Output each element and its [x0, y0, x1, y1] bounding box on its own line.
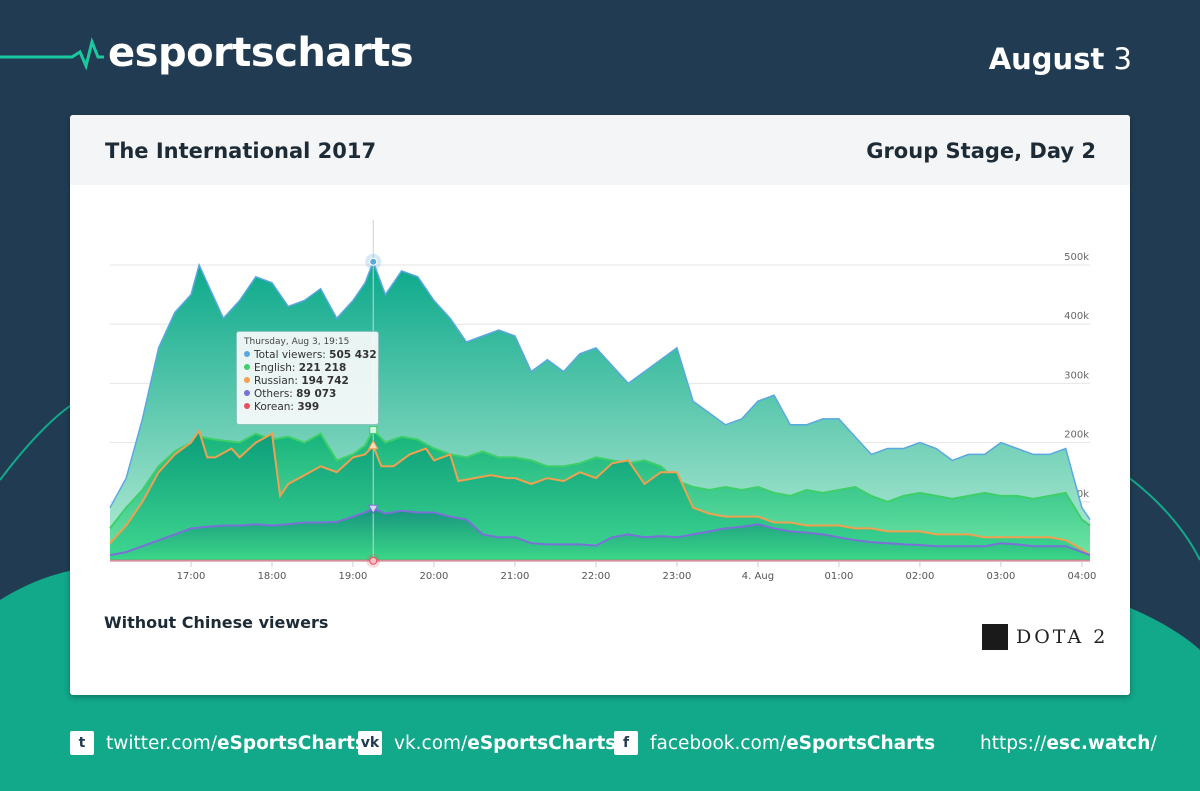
series-line-english	[109, 428, 1091, 530]
x-tick-label: 18:00	[258, 571, 287, 582]
x-tick-label: 20:00	[420, 571, 449, 582]
series-line-others	[109, 507, 1091, 557]
facebook-prefix: facebook.com/	[650, 732, 787, 754]
x-tick-label: 02:00	[906, 571, 935, 582]
marker-korean	[369, 556, 378, 565]
tooltip-header: Thursday, Aug 3, 19:15	[244, 337, 350, 347]
y-tick-label: 400k	[1064, 311, 1089, 322]
tooltip-row-english: English: 221 218	[244, 362, 378, 375]
pulse-icon	[0, 37, 104, 71]
facebook-icon: f	[614, 731, 638, 755]
date-label: August 3	[989, 42, 1132, 76]
card-title: The International 2017	[105, 139, 377, 163]
marker-others	[367, 504, 379, 515]
tooltip-dot	[244, 364, 250, 370]
vk-handle: eSportsCharts	[467, 732, 617, 754]
y-tick-label: 200k	[1064, 430, 1089, 441]
site-suffix: /	[1150, 732, 1157, 754]
tooltip-row-total: Total viewers: 505 432	[244, 349, 378, 362]
tooltip-value: 194 742	[301, 375, 349, 387]
tooltip-dot	[244, 351, 250, 357]
series-line-total	[109, 259, 1091, 521]
tooltip-row-russian: Russian: 194 742	[244, 375, 378, 388]
x-tick-label: 22:00	[582, 571, 611, 582]
site-prefix: https://	[980, 732, 1047, 754]
marker-russian	[367, 439, 379, 450]
site-link[interactable]: https://esc.watch /	[980, 730, 1157, 756]
brand-logo: esportscharts	[108, 30, 414, 76]
x-tick-label: 01:00	[825, 571, 854, 582]
marker-total	[369, 257, 378, 266]
tooltip-value: 89 073	[296, 388, 337, 400]
tooltip-label: Russian:	[254, 375, 298, 387]
date-month: August	[988, 42, 1105, 76]
series-line-russian	[109, 428, 1091, 556]
x-tick-label: 4. Aug	[742, 571, 774, 582]
date-day: 3	[1113, 42, 1132, 76]
card-subtitle: Group Stage, Day 2	[866, 139, 1096, 163]
chart-card: The International 2017 Group Stage, Day …	[70, 115, 1130, 695]
twitter-prefix: twitter.com/	[106, 732, 217, 754]
marker-english	[369, 426, 378, 435]
y-tick-label: 300k	[1064, 370, 1089, 381]
dota-emblem-icon	[982, 624, 1008, 650]
vk-link[interactable]: vk vk.com/eSportsCharts	[358, 730, 616, 756]
tooltip-row-others: Others: 89 073	[244, 388, 378, 401]
twitter-icon: t	[70, 731, 94, 755]
series-area-others	[110, 508, 1090, 561]
x-tick-label: 19:00	[339, 571, 368, 582]
dota-logo-text: DOTA 2	[1016, 626, 1109, 648]
vk-icon: vk	[358, 731, 382, 755]
x-tick-label: 21:00	[501, 571, 530, 582]
y-tick-label: 500k	[1064, 252, 1089, 263]
tooltip-row-korean: Korean: 399	[244, 401, 378, 414]
twitter-link[interactable]: t twitter.com/eSportsCharts	[70, 730, 366, 756]
chart-note: Without Chinese viewers	[104, 613, 329, 632]
tooltip-label: Total viewers:	[254, 349, 326, 361]
site-domain: esc.watch	[1046, 732, 1151, 754]
tooltip-value: 399	[297, 401, 320, 413]
x-tick-label: 03:00	[986, 571, 1015, 582]
twitter-handle: eSportsCharts	[216, 732, 366, 754]
tooltip-label: English:	[254, 362, 296, 374]
tooltip-label: Others:	[254, 388, 293, 400]
tooltip-label: Korean:	[254, 401, 294, 413]
tooltip-value: 221 218	[298, 362, 347, 374]
x-tick-label: 17:00	[177, 571, 206, 582]
tooltip-dot	[244, 403, 250, 409]
vk-prefix: vk.com/	[394, 732, 468, 754]
chart-tooltip: Thursday, Aug 3, 19:15 Total viewers: 50…	[236, 331, 379, 425]
card-header: The International 2017 Group Stage, Day …	[70, 115, 1130, 185]
facebook-handle: eSportsCharts	[786, 732, 936, 754]
tooltip-dot	[244, 390, 250, 396]
x-tick-label: 23:00	[663, 571, 692, 582]
viewership-chart[interactable]: 0100k200k300k400k500k17:0018:0019:0020:0…	[70, 185, 1130, 615]
x-tick-label: 04:00	[1067, 571, 1096, 582]
facebook-link[interactable]: f facebook.com/eSportsCharts	[614, 730, 935, 756]
tooltip-value: 505 432	[329, 349, 377, 361]
dota2-logo: DOTA 2	[982, 623, 1108, 651]
tooltip-dot	[244, 377, 250, 383]
